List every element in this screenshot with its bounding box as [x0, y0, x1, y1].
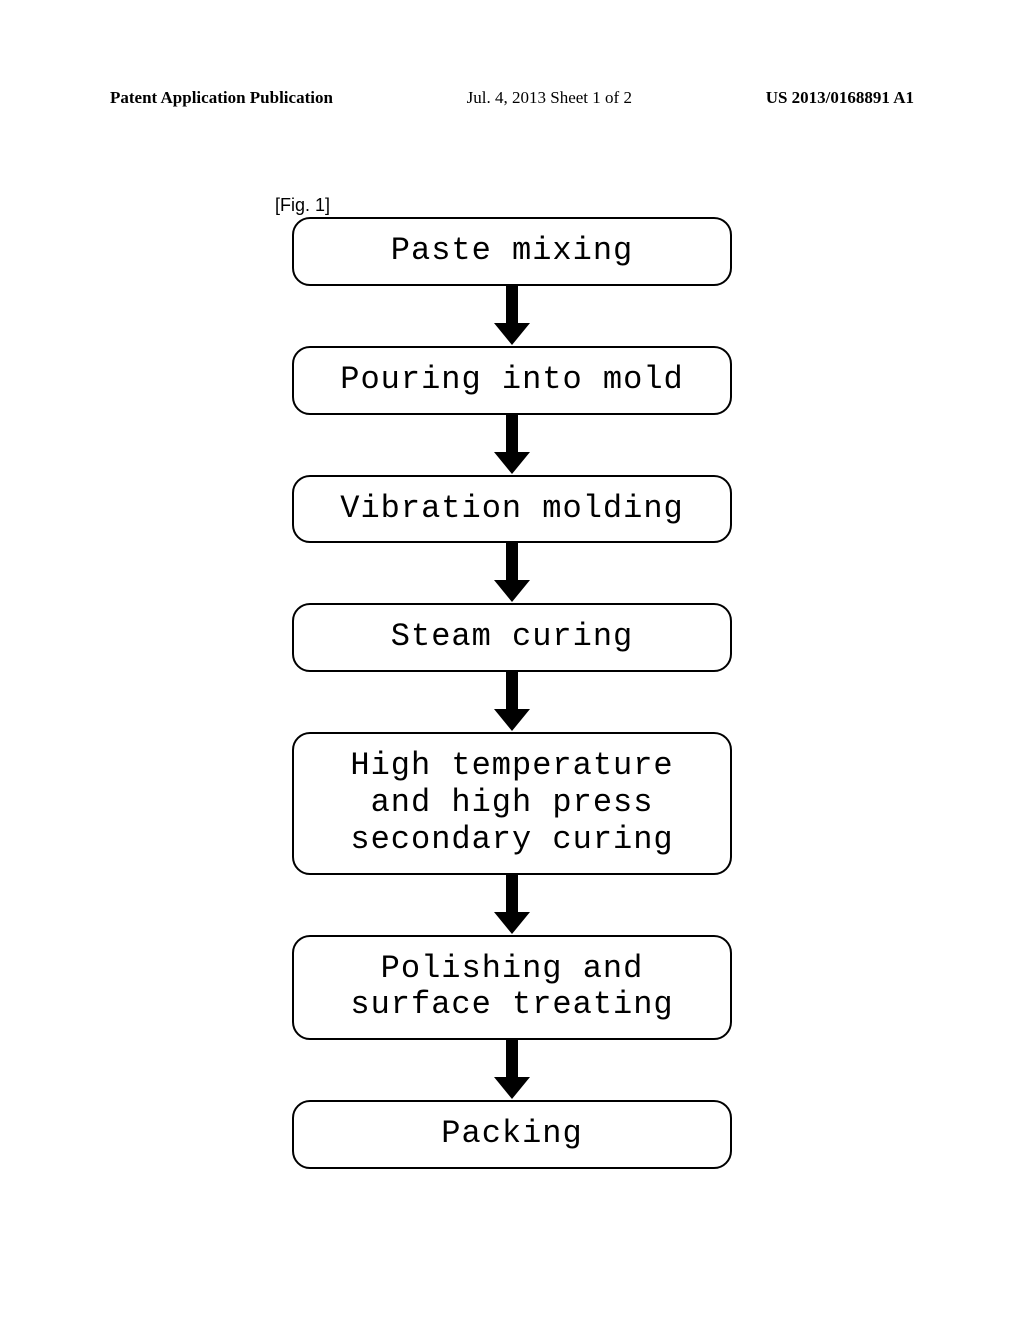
flow-node-secondary-curing: High temperature and high press secondar…: [292, 732, 732, 874]
header-right: US 2013/0168891 A1: [766, 88, 914, 108]
arrow-icon: [494, 286, 530, 346]
arrow-icon: [494, 415, 530, 475]
arrow-icon: [494, 1040, 530, 1100]
flow-node-steam-curing: Steam curing: [292, 603, 732, 672]
header-left: Patent Application Publication: [110, 88, 333, 108]
flowchart: Paste mixing Pouring into mold Vibration…: [0, 217, 1024, 1169]
arrow-icon: [494, 672, 530, 732]
arrow-icon: [494, 875, 530, 935]
header-center: Jul. 4, 2013 Sheet 1 of 2: [467, 88, 632, 108]
flow-node-polishing: Polishing and surface treating: [292, 935, 732, 1041]
flow-node-vibration-molding: Vibration molding: [292, 475, 732, 544]
figure-label: [Fig. 1]: [275, 195, 330, 216]
arrow-icon: [494, 543, 530, 603]
flow-node-paste-mixing: Paste mixing: [292, 217, 732, 286]
page-header: Patent Application Publication Jul. 4, 2…: [0, 88, 1024, 108]
flow-node-packing: Packing: [292, 1100, 732, 1169]
flow-node-pouring-into-mold: Pouring into mold: [292, 346, 732, 415]
